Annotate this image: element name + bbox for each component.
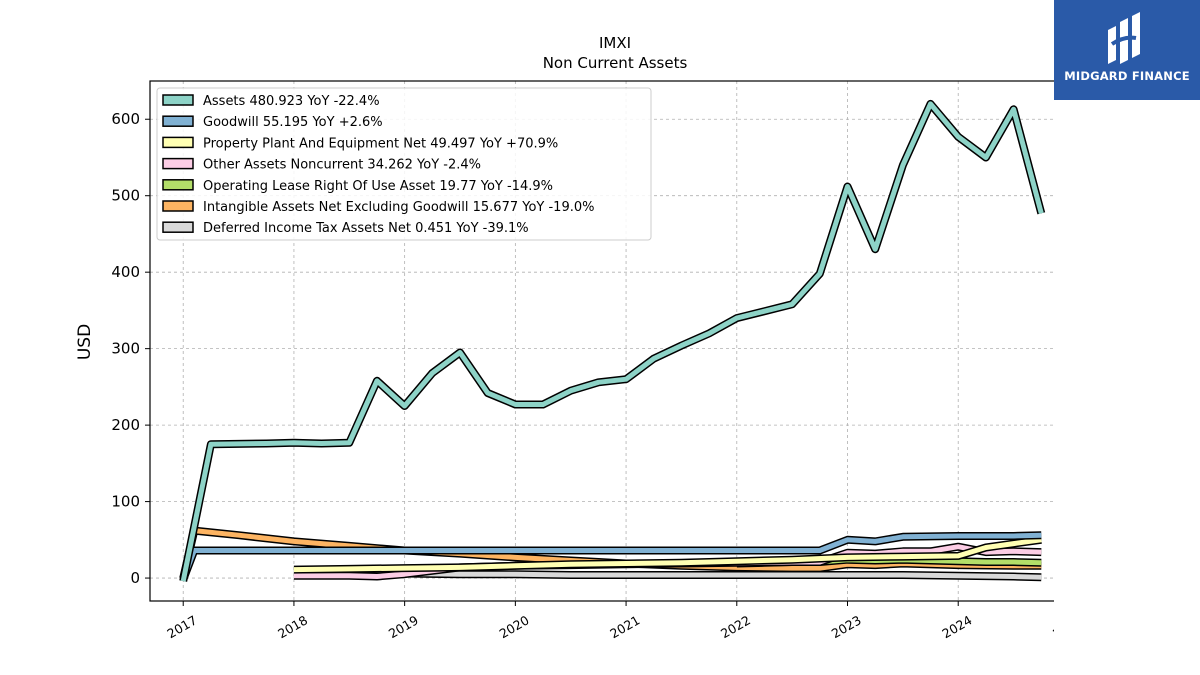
x-tick-label: 2020 [497,612,532,641]
y-tick-label: 400 [111,263,140,281]
series-layer [179,99,1046,582]
x-tick-label: 2023 [829,612,864,641]
x-tick-label: 2024 [939,612,974,641]
legend-swatch [162,221,194,233]
series-line-property-plant-and-equipment-net [293,537,1042,573]
x-tick-label: 2025 [1050,612,1054,641]
chart-subtitle: Non Current Assets [543,54,688,72]
y-tick-label: 200 [111,416,140,434]
legend-entry: Intangible Assets Net Excluding Goodwill… [203,200,594,215]
y-tick-label: 100 [111,493,140,511]
legend-swatch [162,200,194,212]
series-line-assets [180,101,1044,582]
y-axis-label: USD [75,324,95,360]
logo-mark-icon [1108,12,1140,64]
y-tick-label: 0 [130,569,140,587]
series-line-goodwill [180,532,1042,581]
chart-title: IMXI [599,34,631,52]
legend-entry: Property Plant And Equipment Net 49.497 … [203,136,558,151]
y-axis: 0 100 200 300 400 500 600 [111,110,150,587]
legend-swatch [162,179,194,191]
legend-entry: Assets 480.923 YoY -22.4% [203,94,380,109]
series-line-deferred-income-tax-assets-net [404,571,1042,580]
brand-name: MIDGARD FINANCE [1064,69,1190,83]
legend-swatch [162,136,194,149]
x-tick-label: 2022 [718,612,753,641]
x-axis: 2017 2018 2019 2020 2021 2022 2023 2024 2025 [164,601,1054,641]
x-tick-label: 2018 [275,612,310,641]
legend: Assets 480.923 YoY -22.4% Goodwill 55.195… [156,87,652,241]
x-tick-label: 2019 [386,612,421,641]
legend-entry: Goodwill 55.195 YoY +2.6% [203,115,383,130]
y-tick-label: 600 [111,110,140,128]
legend-entry: Other Assets Noncurrent 34.262 YoY -2.4% [203,158,481,173]
x-tick-label: 2017 [164,612,199,641]
legend-entry: Operating Lease Right Of Use Asset 19.77… [203,179,553,194]
legend-box [156,87,652,241]
legend-swatch [162,115,194,127]
legend-entry: Deferred Income Tax Assets Net 0.451 YoY… [203,221,529,236]
plot-frame [149,80,1054,602]
legend-swatch [162,157,194,170]
x-tick-label: 2021 [607,612,642,641]
brand-logo: MIDGARD FINANCE [1054,0,1200,100]
y-tick-label: 500 [111,187,140,205]
y-tick-label: 300 [111,340,140,358]
chart: IMXI Non Current Assets USD 2017 2018 2019… [75,34,1054,641]
legend-swatch [162,94,194,106]
